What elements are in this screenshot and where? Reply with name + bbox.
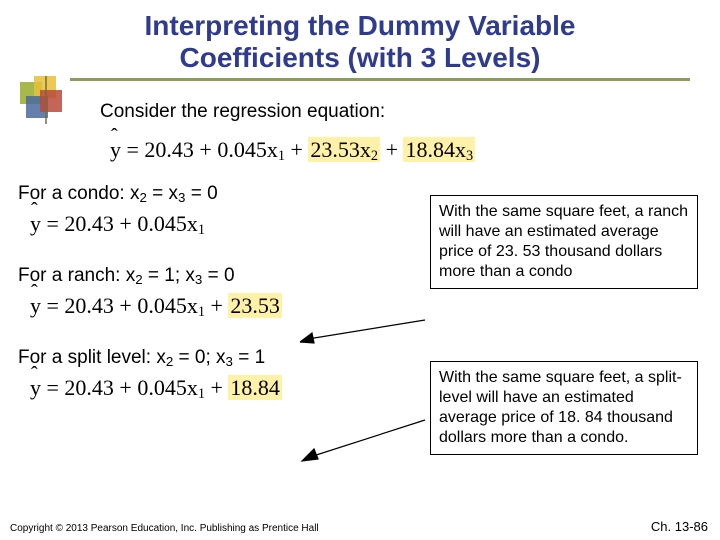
main-equation: y = 20.43 + 0.045x1 + 23.53x2 + 18.84x3 xyxy=(110,137,475,165)
case-condo-equation: y = 20.43 + 0.045x1 xyxy=(30,211,205,239)
case-ranch-equation: y = 20.43 + 0.045x1 + 23.53 xyxy=(30,293,282,321)
slide-title: Interpreting the Dummy Variable Coeffici… xyxy=(0,0,720,78)
note-split: With the same square feet, a split-level… xyxy=(430,361,698,455)
title-line2: Coefficients (with 3 Levels) xyxy=(180,42,541,73)
ranch-highlight: 23.53 xyxy=(228,293,282,318)
arrow-split xyxy=(300,415,430,465)
yhat-symbol: y xyxy=(110,137,121,163)
title-line1: Interpreting the Dummy Variable xyxy=(145,10,576,41)
coef-x3-highlight: 18.84x3 xyxy=(403,137,475,162)
intro-text: Consider the regression equation: xyxy=(100,101,720,123)
note-ranch: With the same square feet, a ranch will … xyxy=(430,195,698,289)
footer-page: Ch. 13-86 xyxy=(651,519,708,534)
arrow-ranch xyxy=(300,315,430,345)
split-highlight: 18.84 xyxy=(228,375,282,400)
case-split-equation: y = 20.43 + 0.045x1 + 18.84 xyxy=(30,375,282,403)
content-area: For a condo: x2 = x3 = 0 y = 20.43 + 0.0… xyxy=(0,183,720,423)
coef-x2-highlight: 23.53x2 xyxy=(308,137,380,162)
logo-icon xyxy=(18,76,70,128)
title-underline xyxy=(70,78,690,81)
footer-copyright: Copyright © 2013 Pearson Education, Inc.… xyxy=(10,523,319,534)
